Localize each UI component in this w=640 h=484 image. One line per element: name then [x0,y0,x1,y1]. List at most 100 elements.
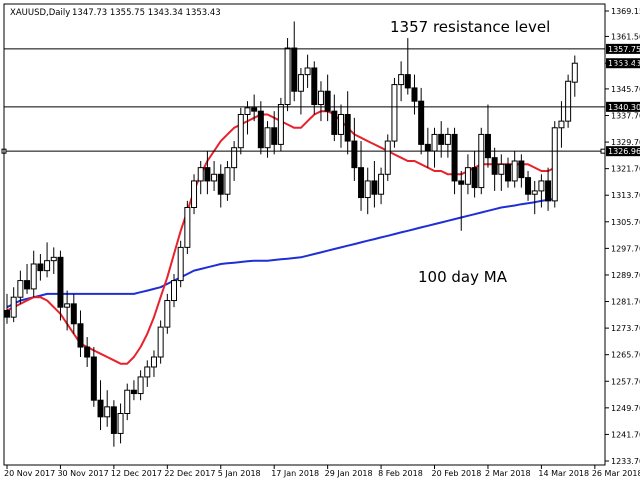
candle-body [451,133,458,182]
y-tick-label: 1265.70 [611,351,640,360]
line-handle-right [600,148,606,154]
candle-body [204,167,211,182]
candle-body [558,120,565,129]
candle [130,380,137,401]
line-price-tag [606,43,640,54]
candle-body [264,127,271,149]
y-tick-label: 1281.70 [611,298,640,307]
candle [84,337,91,367]
candle-body [57,256,64,308]
candle-body [24,280,31,290]
candle-body [464,167,471,185]
candle [204,151,211,195]
candle-body [44,260,51,272]
candle [224,161,231,201]
candle-body [217,173,224,195]
x-tick-label: 8 Feb 2018 [378,469,423,478]
candle-body [291,47,298,92]
candle-body [157,326,164,358]
candle-body [251,107,258,112]
candle [525,170,532,201]
y-tick-label: 1361.50 [611,32,640,41]
candle-body [164,300,171,328]
candle-body [525,177,532,195]
x-tick-label: 20 Nov 2017 [4,469,55,478]
candle-body [297,74,304,92]
candle [505,157,511,188]
candle-body [331,110,338,135]
candle-body [551,127,558,202]
candle [10,287,17,323]
x-tick-label: 30 Nov 2017 [57,469,108,478]
candle-body [124,389,131,414]
candle-body [90,356,97,401]
x-tick-label: 14 Mar 2018 [538,469,589,478]
candle-body [271,127,278,145]
candle [24,263,31,294]
y-tick-label: 1289.70 [611,271,640,280]
candle-body [137,376,144,395]
candle [491,147,498,191]
candle-body [304,67,311,76]
candle-body [30,263,37,290]
candle-body [358,167,365,199]
candle-body [70,303,77,325]
candle [97,380,104,431]
symbol-label: XAUUSD,Daily [10,8,70,18]
candle [545,167,552,211]
current-price-label: 1353.43 [608,59,640,68]
candle [331,94,338,142]
candle-body [117,412,124,434]
line-price-label: 1326.96 [608,147,640,156]
candle-body [231,147,238,169]
candle [558,101,565,148]
candle-body [565,80,572,122]
candle-body [324,90,331,112]
candle [171,273,177,308]
candle [110,400,117,447]
candle [17,270,24,304]
candle [551,121,558,208]
candle-body [404,74,411,89]
candle [44,242,51,278]
candle-body [37,263,44,272]
candle-body [391,84,398,142]
candle-body [177,246,184,282]
ma100-line [6,197,555,309]
candle [364,167,371,215]
candle-body [545,180,552,202]
line-price-tag [606,146,640,157]
candle-body [197,167,204,182]
candle [150,350,157,377]
candle [317,81,324,122]
candle [311,61,318,115]
candle [271,111,278,155]
candle [304,54,311,88]
plot-frame [3,3,606,466]
candle [324,74,331,122]
candle [50,247,57,274]
candle-body [538,180,545,192]
candle [378,167,385,205]
candle [458,170,465,231]
candle [64,290,71,331]
candle-body [351,140,358,169]
candle-body [398,74,405,86]
candle [451,127,458,195]
candle-body [458,180,465,185]
x-tick-label: 26 Mar 2018 [592,469,640,478]
resistance-annotation: 1357 resistance level [390,18,550,36]
candle-body [97,399,104,418]
candle-body [10,296,17,318]
candle-body [471,167,478,189]
candle-body [478,133,485,189]
candle-body [191,180,198,209]
x-tick-label: 29 Jan 2018 [325,469,373,478]
candle [90,347,97,407]
candle [70,293,77,334]
candle-body [130,389,137,395]
candle-body [284,47,291,106]
candle-body [317,90,324,106]
candle [404,38,411,95]
